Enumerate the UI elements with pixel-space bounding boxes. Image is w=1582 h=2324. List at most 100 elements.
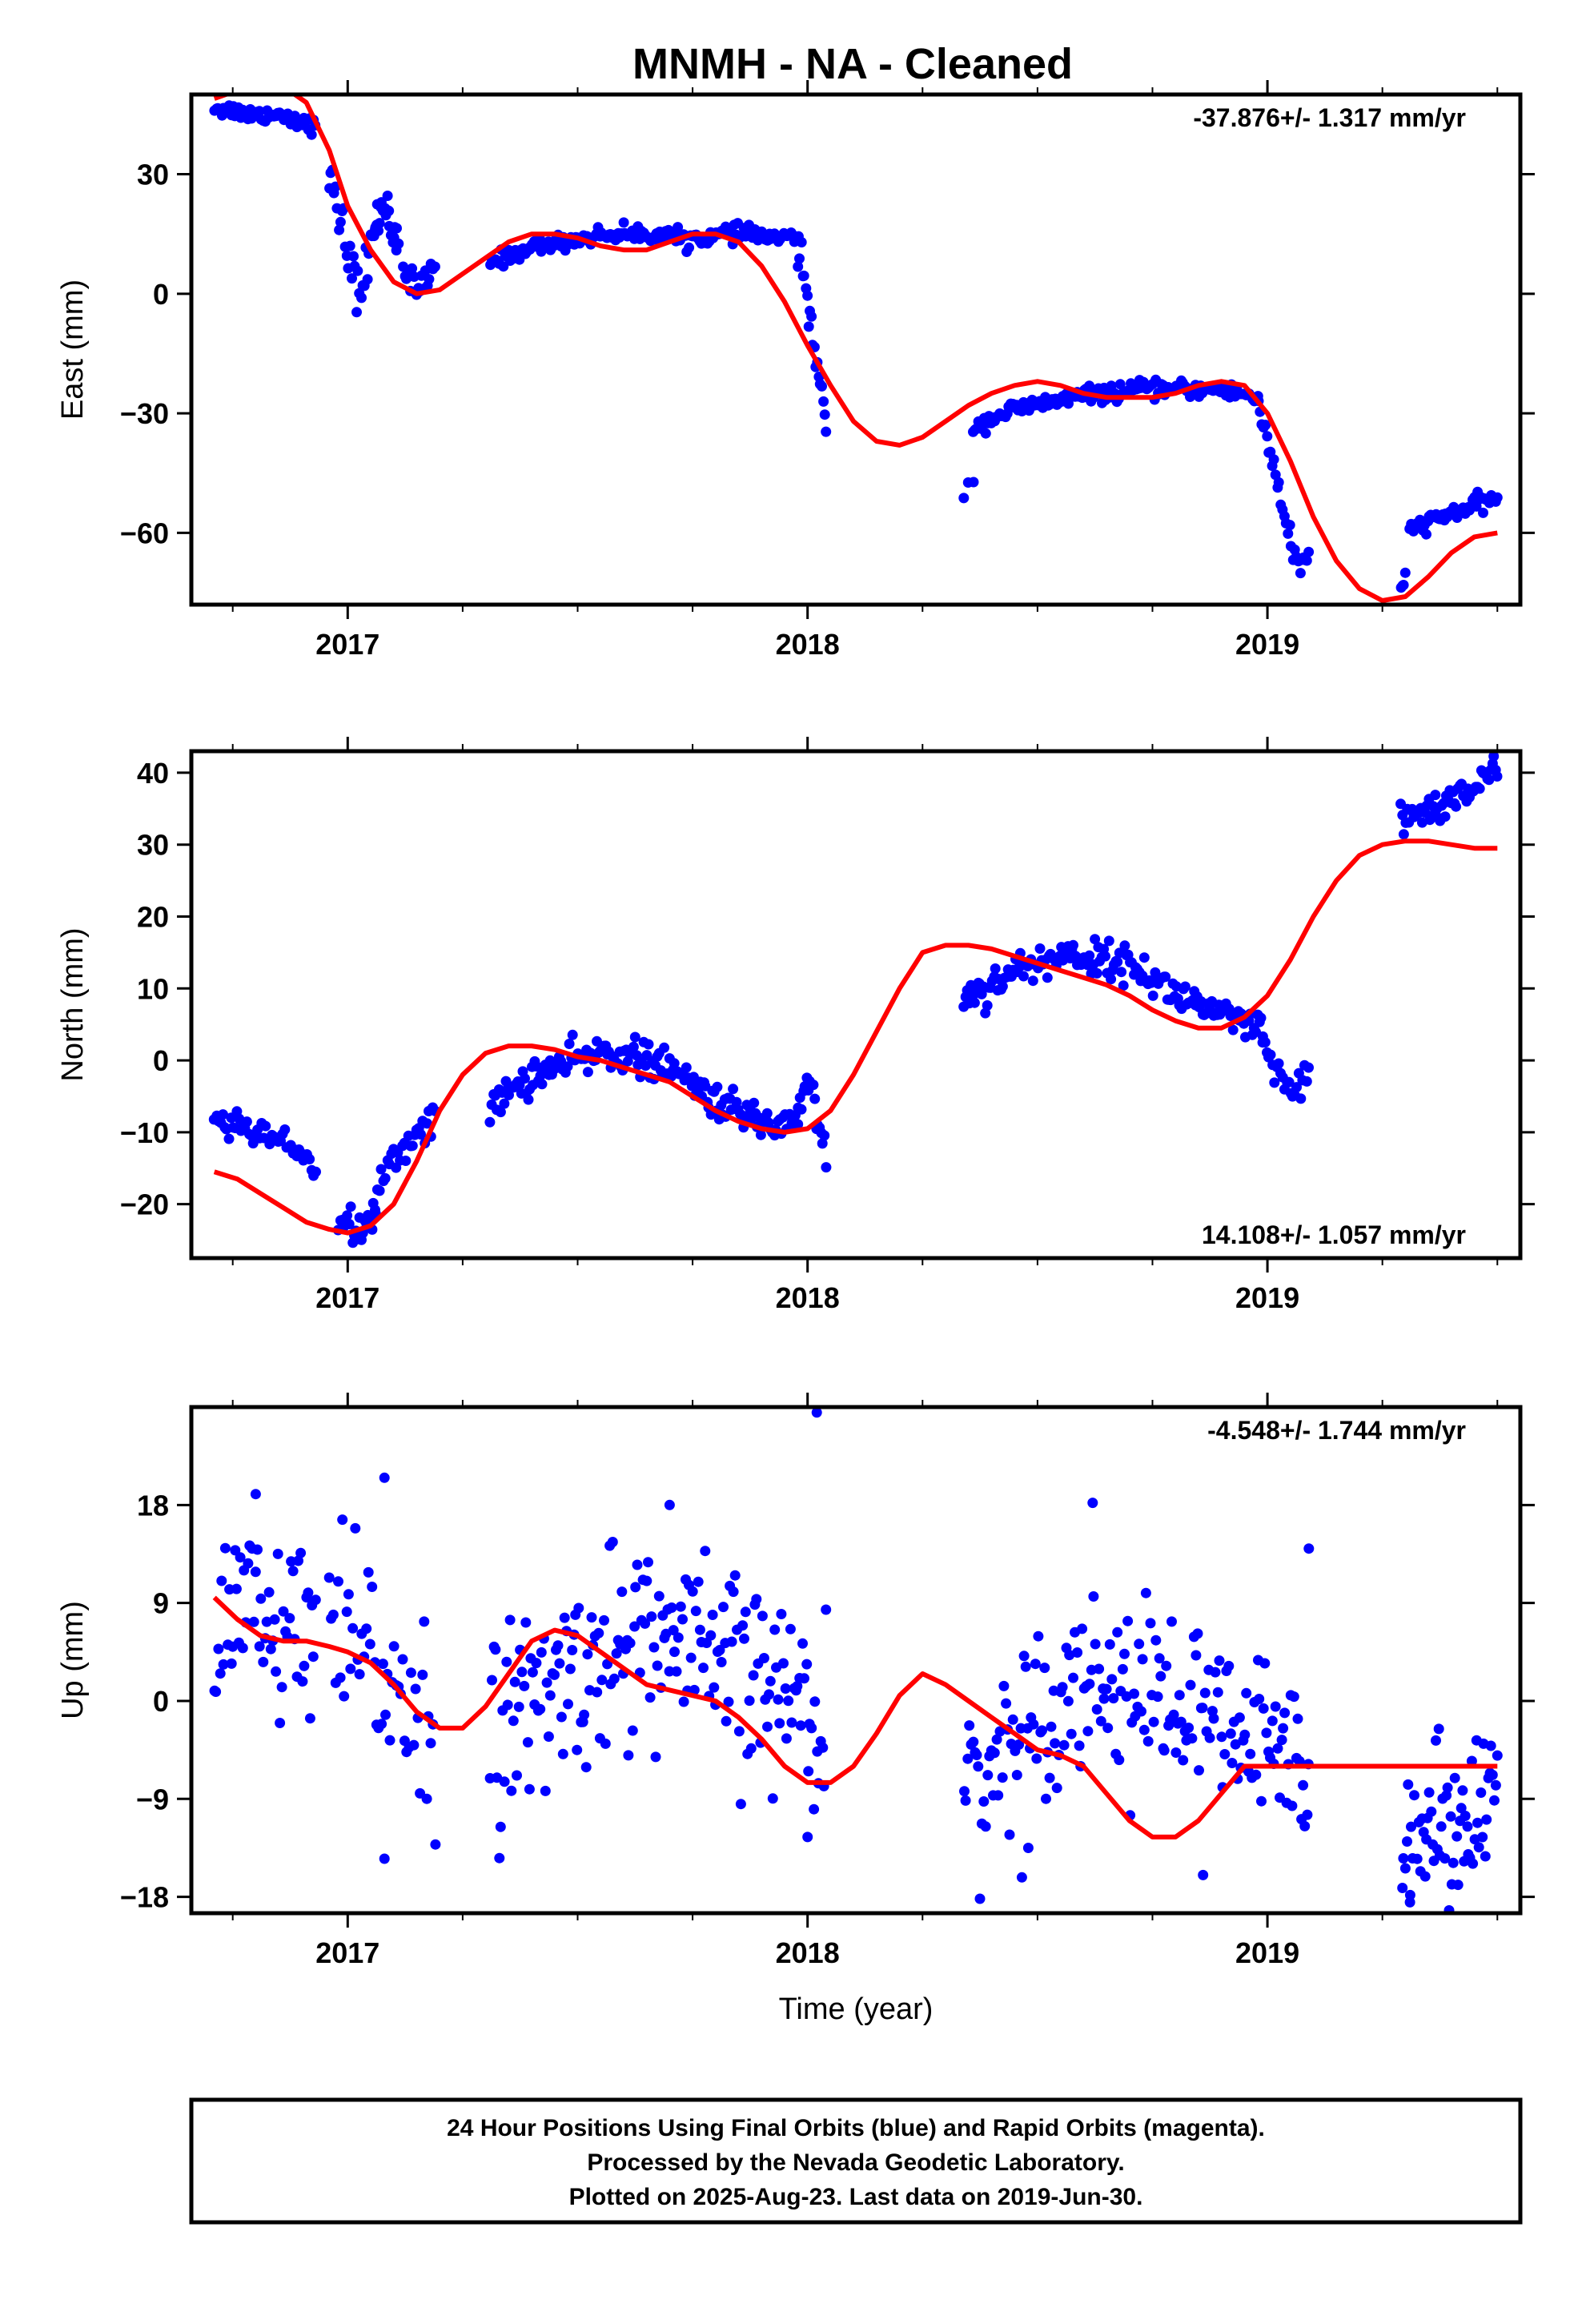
up-point-306	[978, 1796, 990, 1807]
up-point-419	[1185, 1679, 1196, 1691]
up-point-29	[263, 1586, 275, 1598]
up-point-280	[795, 1720, 806, 1731]
up-point-400	[1150, 1634, 1162, 1646]
up-point-455	[1251, 1769, 1262, 1780]
east-point-317	[968, 476, 979, 488]
up-point-165	[592, 1687, 603, 1698]
up-point-504	[1423, 1787, 1435, 1798]
up-point-556	[379, 1853, 390, 1864]
up-point-242	[728, 1586, 739, 1598]
north-point-521	[1439, 811, 1451, 822]
up-point-520	[1447, 1857, 1459, 1868]
up-point-438	[1219, 1749, 1231, 1759]
up-point-67	[350, 1522, 361, 1534]
up-point-269	[776, 1609, 787, 1619]
north-rate-label: 14.108+/- 1.057 mm/yr	[1202, 1220, 1466, 1249]
up-point-106	[487, 1675, 497, 1686]
up-point-552	[250, 1489, 261, 1500]
north-point-102	[484, 1116, 496, 1128]
up-point-397	[1145, 1618, 1156, 1629]
up-point-198	[650, 1751, 661, 1763]
east-x-tick-label-2017: 2017	[315, 628, 379, 661]
up-point-496	[1411, 1853, 1423, 1864]
up-point-3	[215, 1668, 226, 1679]
up-point-137	[541, 1677, 552, 1688]
up-point-239	[723, 1696, 734, 1707]
north-point-203	[659, 1042, 670, 1053]
up-point-258	[757, 1610, 768, 1622]
up-point-325	[1014, 1739, 1025, 1750]
up-point-327	[1016, 1872, 1027, 1883]
up-point-383	[1119, 1648, 1130, 1659]
up-point-98	[417, 1669, 428, 1680]
east-point-506	[1301, 555, 1312, 566]
north-point-548	[1484, 774, 1495, 786]
east-point-296	[794, 253, 805, 264]
up-point-166	[593, 1627, 604, 1638]
up-point-436	[1216, 1731, 1227, 1743]
north-point-16	[241, 1116, 252, 1128]
east-point-312	[818, 396, 829, 407]
up-point-125	[520, 1617, 532, 1628]
up-point-536	[1472, 1817, 1483, 1828]
north-point-7	[223, 1133, 235, 1144]
north-point-72	[370, 1204, 380, 1216]
up-point-168	[596, 1675, 608, 1686]
up-point-183	[623, 1750, 634, 1761]
north-point-496	[1398, 829, 1409, 840]
up-point-533	[1468, 1858, 1479, 1869]
north-point-380	[1100, 951, 1110, 962]
up-point-492	[1406, 1821, 1416, 1832]
up-point-322	[1007, 1714, 1018, 1725]
up-point-225	[698, 1663, 709, 1674]
up-point-150	[564, 1663, 576, 1675]
east-point-52	[306, 129, 317, 140]
up-point-222	[693, 1576, 704, 1587]
up-point-186	[629, 1621, 640, 1632]
up-point-144	[554, 1658, 565, 1669]
up-point-25	[255, 1593, 267, 1604]
up-point-485	[1395, 1918, 1406, 1928]
up-point-155	[573, 1602, 584, 1614]
up-point-528	[1460, 1811, 1471, 1821]
up-point-111	[495, 1821, 506, 1832]
up-point-481	[1298, 1779, 1309, 1791]
up-point-94	[408, 1739, 420, 1751]
up-point-33	[271, 1666, 282, 1677]
up-point-253	[748, 1670, 759, 1681]
up-point-542	[1481, 1814, 1492, 1825]
up-point-188	[632, 1559, 643, 1570]
up-point-318	[1001, 1698, 1012, 1709]
up-point-72	[361, 1623, 372, 1634]
up-point-248	[739, 1633, 749, 1644]
east-point-314	[821, 426, 832, 437]
up-point-37	[278, 1606, 289, 1617]
up-point-375	[1104, 1638, 1115, 1650]
north-point-46	[304, 1154, 315, 1164]
up-point-134	[536, 1647, 547, 1658]
north-y-tick-label-4: 0	[153, 1044, 169, 1077]
north-point-478	[1273, 1058, 1284, 1069]
north-point-334	[1018, 971, 1029, 982]
north-point-528	[1451, 801, 1462, 812]
up-point-298	[964, 1720, 975, 1731]
north-point-313	[982, 1000, 993, 1011]
up-point-66	[347, 1622, 359, 1634]
north-point-391	[1119, 940, 1130, 951]
east-point-483	[1262, 431, 1273, 442]
up-point-432	[1208, 1713, 1219, 1724]
up-point-199	[652, 1660, 663, 1671]
up-point-529	[1462, 1821, 1473, 1832]
east-point-502	[1295, 568, 1306, 579]
north-point-493	[1303, 1062, 1314, 1073]
up-point-334	[1030, 1659, 1041, 1670]
up-point-469	[1276, 1735, 1287, 1746]
footer-box: 24 Hour Positions Using Final Orbits (bl…	[189, 2097, 1523, 2225]
north-point-263	[761, 1108, 773, 1119]
up-point-42	[287, 1566, 299, 1577]
up-point-12	[231, 1583, 242, 1594]
up-point-388	[1129, 1688, 1139, 1699]
up-point-440	[1223, 1660, 1235, 1671]
up-point-405	[1158, 1745, 1170, 1756]
up-point-539	[1477, 1831, 1488, 1843]
